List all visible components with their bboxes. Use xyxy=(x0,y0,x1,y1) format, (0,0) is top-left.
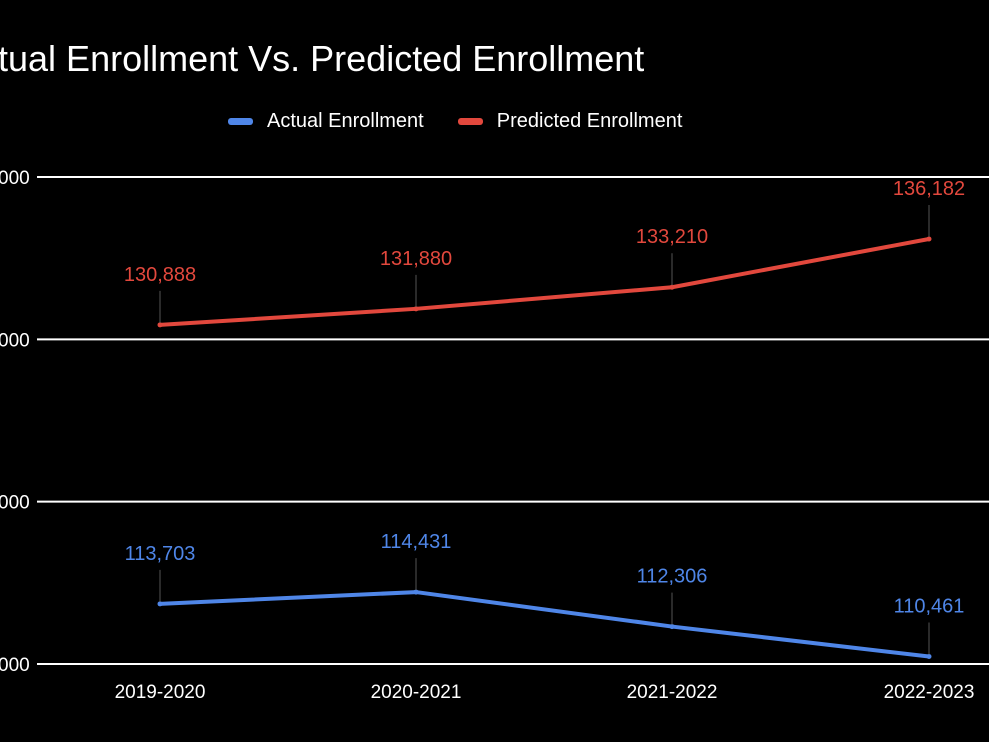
x-tick-label: 2021-2022 xyxy=(627,682,718,703)
y-tick-label: 000 xyxy=(0,330,30,351)
data-label: 110,461 xyxy=(894,596,965,618)
y-tick-label: 000 xyxy=(0,655,30,676)
data-point xyxy=(413,589,419,595)
data-label: 131,880 xyxy=(380,248,452,270)
data-label: 113,703 xyxy=(125,543,196,565)
series-line-actual xyxy=(159,590,930,659)
data-point xyxy=(157,601,163,607)
chart-legend: Actual Enrollment Predicted Enrollment xyxy=(228,110,716,133)
legend-label-predicted: Predicted Enrollment xyxy=(496,110,683,132)
data-point xyxy=(669,284,675,290)
data-point xyxy=(157,322,163,328)
data-point xyxy=(926,236,932,242)
x-tick-label: 2020-2021 xyxy=(371,682,462,703)
legend-swatch-predicted xyxy=(457,118,483,125)
data-label: 114,431 xyxy=(381,531,452,553)
x-tick-label: 2019-2020 xyxy=(115,682,206,703)
x-tick-label: 2022-2023 xyxy=(884,682,975,703)
data-point xyxy=(669,624,675,630)
data-point xyxy=(413,306,419,312)
data-label: 133,210 xyxy=(636,226,708,248)
data-label: 112,306 xyxy=(637,566,708,588)
legend-item-actual: Actual Enrollment xyxy=(228,110,424,133)
y-tick-label: 000 xyxy=(0,168,30,189)
data-label: 130,888 xyxy=(124,264,196,286)
series-line-predicted xyxy=(159,237,930,327)
data-point xyxy=(926,654,932,660)
y-tick-label: 000 xyxy=(0,493,30,514)
legend-label-actual: Actual Enrollment xyxy=(267,110,424,132)
data-label: 136,182 xyxy=(893,178,965,200)
legend-swatch-actual xyxy=(228,118,253,125)
legend-item-predicted: Predicted Enrollment xyxy=(457,110,683,133)
chart-title: Actual Enrollment Vs. Predicted Enrollme… xyxy=(0,38,645,79)
